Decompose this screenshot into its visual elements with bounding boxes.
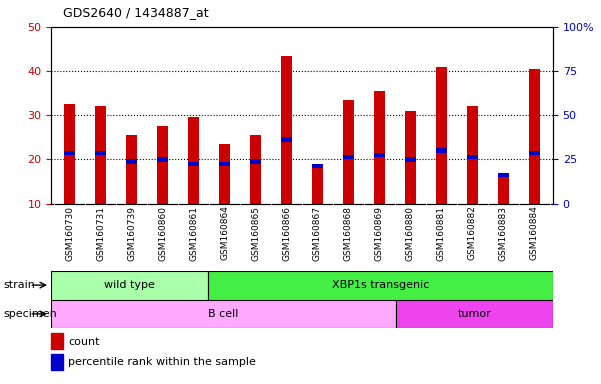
Text: GSM160868: GSM160868	[344, 205, 353, 260]
Bar	[188, 162, 199, 166]
Text: GSM160882: GSM160882	[468, 205, 477, 260]
Text: GSM160861: GSM160861	[189, 205, 198, 260]
Bar	[126, 135, 137, 204]
Text: tumor: tumor	[457, 309, 492, 319]
Bar	[374, 91, 385, 204]
Bar	[157, 157, 168, 162]
Bar	[396, 300, 553, 328]
Bar	[405, 157, 416, 162]
Bar	[312, 164, 323, 168]
Text: GSM160881: GSM160881	[437, 205, 446, 260]
Bar	[51, 271, 208, 300]
Bar	[281, 137, 292, 142]
Text: specimen: specimen	[3, 309, 56, 319]
Text: GSM160860: GSM160860	[158, 205, 167, 260]
Bar	[219, 144, 230, 204]
Text: GSM160869: GSM160869	[375, 205, 384, 260]
Bar	[51, 354, 63, 370]
Bar	[281, 56, 292, 204]
Text: XBP1s transgenic: XBP1s transgenic	[332, 280, 429, 290]
Bar	[312, 166, 323, 204]
Bar	[529, 69, 540, 204]
Bar	[498, 173, 509, 177]
Text: GDS2640 / 1434887_at: GDS2640 / 1434887_at	[63, 6, 209, 19]
Bar	[219, 162, 230, 166]
Bar	[157, 126, 168, 204]
Text: GSM160866: GSM160866	[282, 205, 291, 260]
Bar	[250, 135, 261, 204]
Text: GSM160883: GSM160883	[499, 205, 508, 260]
Text: GSM160730: GSM160730	[65, 205, 74, 260]
Bar	[467, 106, 478, 204]
Text: strain: strain	[3, 280, 35, 290]
Text: GSM160864: GSM160864	[220, 205, 229, 260]
Bar	[250, 159, 261, 164]
Bar	[498, 173, 509, 204]
Text: GSM160867: GSM160867	[313, 205, 322, 260]
Text: GSM160739: GSM160739	[127, 205, 136, 260]
Bar	[436, 148, 447, 153]
Bar	[343, 155, 354, 159]
Bar	[374, 153, 385, 157]
Text: GSM160884: GSM160884	[530, 205, 539, 260]
Bar	[188, 118, 199, 204]
Text: GSM160865: GSM160865	[251, 205, 260, 260]
Text: count: count	[68, 337, 100, 347]
Bar	[467, 155, 478, 159]
Bar	[51, 300, 396, 328]
Bar	[436, 67, 447, 204]
Bar	[95, 151, 106, 155]
Bar	[51, 333, 63, 349]
Bar	[343, 100, 354, 204]
Bar	[64, 151, 75, 155]
Bar	[529, 151, 540, 155]
Text: GSM160731: GSM160731	[96, 205, 105, 260]
Text: percentile rank within the sample: percentile rank within the sample	[68, 358, 256, 367]
Text: B cell: B cell	[209, 309, 239, 319]
Text: GSM160880: GSM160880	[406, 205, 415, 260]
Bar	[405, 111, 416, 204]
Bar	[126, 159, 137, 164]
Bar	[95, 106, 106, 204]
Bar	[208, 271, 553, 300]
Bar	[64, 104, 75, 204]
Text: wild type: wild type	[104, 280, 155, 290]
